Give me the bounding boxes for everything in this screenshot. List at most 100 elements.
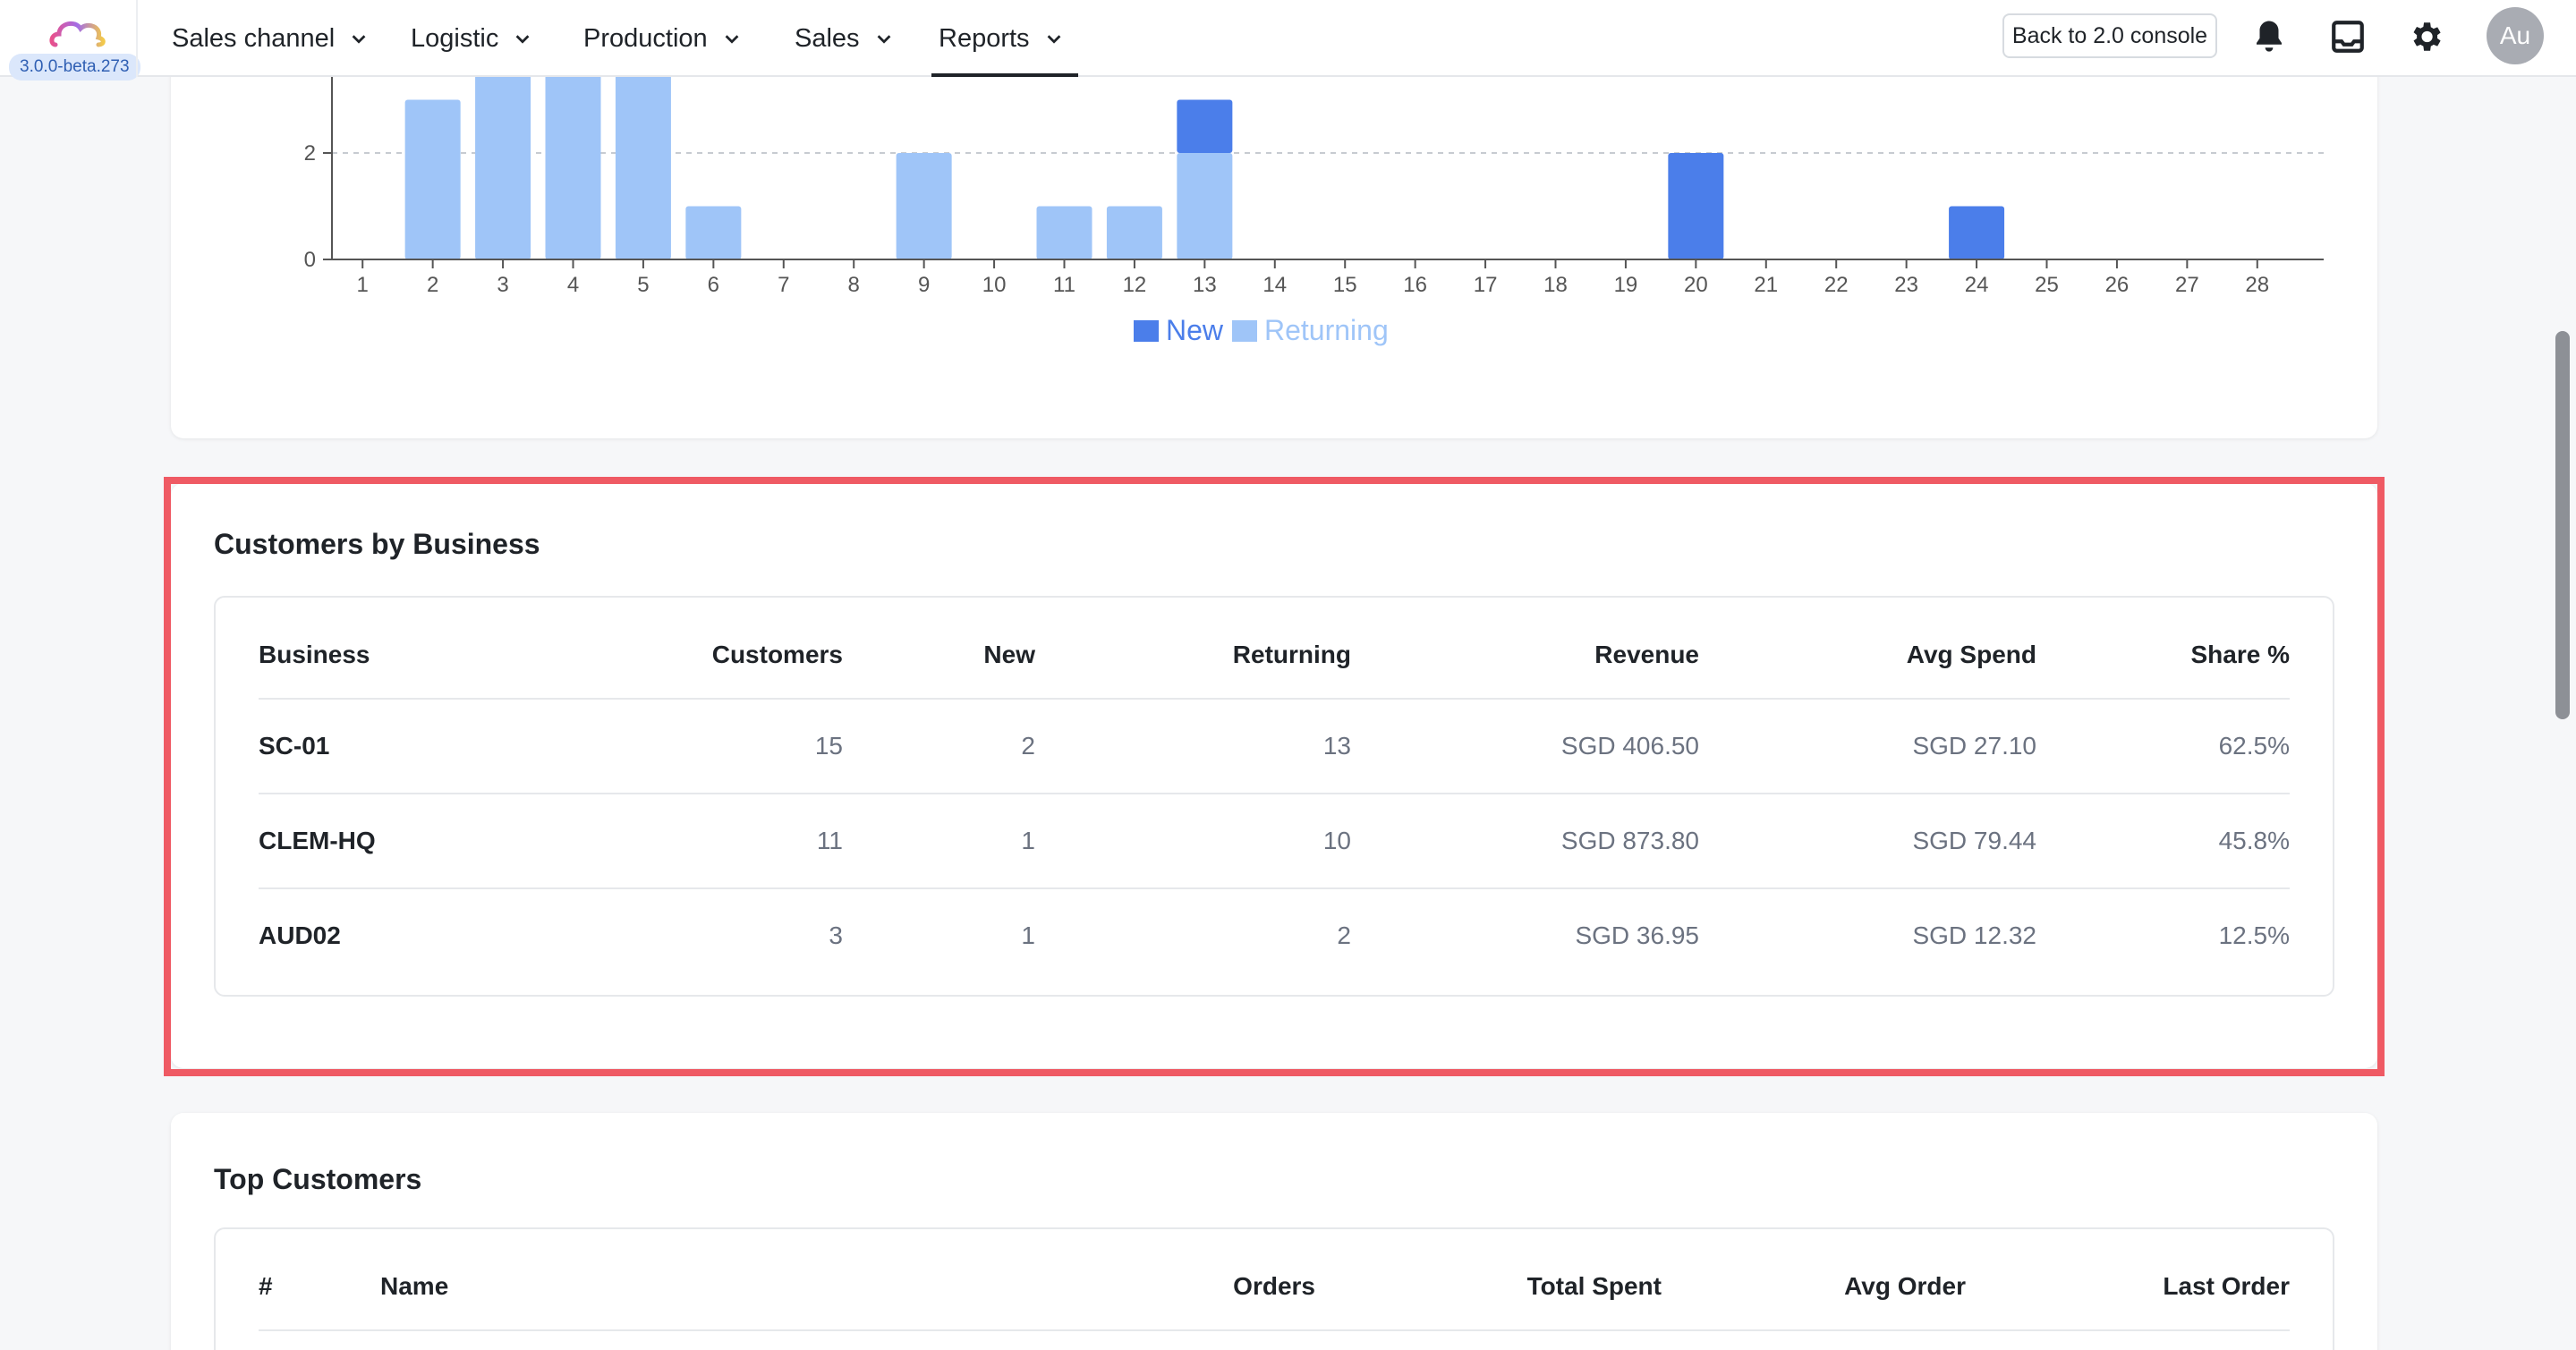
y-tick-label: 0 bbox=[304, 248, 316, 272]
table-cell: CLEM-HQ bbox=[259, 827, 376, 854]
table-cell: SGD 12.32 bbox=[1912, 921, 2036, 949]
col-header-total-spent: Total Spent bbox=[1526, 1272, 1662, 1300]
table-divider bbox=[259, 698, 2290, 700]
bar-returning bbox=[896, 153, 952, 259]
x-tick-label: 6 bbox=[708, 273, 719, 297]
table-cell: AUD02 bbox=[259, 921, 341, 949]
x-tick-label: 20 bbox=[1684, 273, 1708, 297]
table-cell: 13 bbox=[1322, 732, 1351, 760]
col-header-business: Business bbox=[259, 641, 370, 668]
chevron-down-icon bbox=[515, 35, 530, 44]
nav-sales-channel-label: Sales channel bbox=[172, 23, 336, 53]
bar-returning bbox=[545, 47, 601, 259]
table-divider bbox=[259, 1329, 2290, 1331]
bar-returning bbox=[1177, 153, 1233, 259]
back-to-console-button[interactable]: Back to 2.0 console bbox=[2002, 13, 2217, 58]
x-tick-label: 24 bbox=[1965, 273, 1989, 297]
col-header-avg-spend: Avg Spend bbox=[1906, 641, 2036, 668]
legend-swatch bbox=[1134, 320, 1159, 342]
col-header-avg-order: Avg Order bbox=[1844, 1272, 1966, 1300]
chevron-down-icon bbox=[352, 35, 366, 44]
nav-reports[interactable]: Reports bbox=[931, 0, 1078, 77]
nav-sales-channel[interactable]: Sales channel bbox=[172, 0, 369, 77]
x-tick-label: 23 bbox=[1894, 273, 1918, 297]
table-cell: 11 bbox=[816, 827, 843, 854]
gear-icon[interactable] bbox=[2407, 18, 2444, 55]
chevron-down-icon bbox=[725, 35, 739, 44]
y-tick-label: 2 bbox=[304, 141, 316, 166]
chevron-down-icon bbox=[1047, 35, 1060, 44]
scrollbar-thumb[interactable] bbox=[2555, 331, 2570, 719]
avatar[interactable]: Au bbox=[2487, 7, 2544, 64]
table-cell: 1 bbox=[1021, 921, 1035, 949]
table-cell: SC-01 bbox=[259, 732, 330, 760]
business-table: Business Customers New Returning Revenue… bbox=[214, 596, 2334, 997]
x-tick-label: 12 bbox=[1123, 273, 1147, 297]
x-tick-label: 10 bbox=[982, 273, 1007, 297]
x-tick-label: 4 bbox=[567, 273, 579, 297]
nav-production-label: Production bbox=[583, 23, 708, 53]
top-customers-table: # Name Orders Total Spent Avg Order Last… bbox=[214, 1227, 2334, 1350]
table-cell: 15 bbox=[814, 732, 843, 760]
legend-label: New bbox=[1166, 314, 1224, 346]
x-tick-label: 15 bbox=[1333, 273, 1357, 297]
table-cell: SGD 873.80 bbox=[1560, 827, 1699, 854]
top-navigation: 3.0.0-beta.273 Sales channel Logistic Pr… bbox=[0, 0, 2576, 81]
table-cell: 12.5% bbox=[2218, 921, 2290, 949]
nav-logistic-label: Logistic bbox=[411, 23, 499, 53]
x-tick-label: 1 bbox=[357, 273, 369, 297]
col-header-orders: Orders bbox=[1233, 1272, 1315, 1300]
chevron-down-icon bbox=[877, 35, 890, 44]
table-divider bbox=[259, 793, 2290, 794]
x-tick-label: 16 bbox=[1403, 273, 1427, 297]
top-customers-card: Top Customers # Name Orders Total Spent … bbox=[171, 1113, 2377, 1350]
x-tick-label: 3 bbox=[497, 273, 508, 297]
table-divider bbox=[259, 887, 2290, 889]
logo[interactable]: 3.0.0-beta.273 bbox=[5, 9, 147, 81]
bar-returning bbox=[685, 206, 742, 259]
x-tick-label: 18 bbox=[1543, 273, 1568, 297]
bar-returning bbox=[404, 99, 461, 259]
inbox-icon[interactable] bbox=[2329, 18, 2367, 55]
x-tick-label: 13 bbox=[1193, 273, 1217, 297]
x-tick-label: 21 bbox=[1754, 273, 1778, 297]
nav-divider bbox=[136, 0, 138, 77]
table-cell: SGD 79.44 bbox=[1912, 827, 2036, 854]
bar-new bbox=[1668, 153, 1724, 259]
table-cell: 2 bbox=[1021, 732, 1035, 760]
bar-returning bbox=[615, 47, 671, 259]
col-header-customers: Customers bbox=[711, 641, 843, 668]
table-cell: SGD 27.10 bbox=[1912, 732, 2036, 760]
x-tick-label: 7 bbox=[778, 273, 789, 297]
customers-by-business-card: Customers by Business Business Customers… bbox=[171, 483, 2377, 1068]
col-header-name: Name bbox=[380, 1272, 449, 1300]
nav-production[interactable]: Production bbox=[583, 0, 742, 77]
table-cell: SGD 406.50 bbox=[1560, 732, 1699, 760]
x-tick-label: 2 bbox=[427, 273, 438, 297]
x-tick-label: 11 bbox=[1053, 273, 1075, 297]
x-tick-label: 17 bbox=[1474, 273, 1498, 297]
section-title: Top Customers bbox=[214, 1163, 422, 1195]
col-header-rank: # bbox=[259, 1272, 273, 1300]
bar-returning bbox=[475, 47, 531, 259]
col-header-returning: Returning bbox=[1232, 641, 1351, 668]
legend-swatch bbox=[1232, 320, 1257, 342]
x-tick-label: 26 bbox=[2105, 273, 2130, 297]
x-tick-label: 25 bbox=[2035, 273, 2059, 297]
nav-sales[interactable]: Sales bbox=[795, 0, 894, 77]
section-title: Customers by Business bbox=[214, 528, 540, 560]
col-header-new: New bbox=[983, 641, 1035, 668]
col-header-revenue: Revenue bbox=[1594, 641, 1699, 668]
x-tick-label: 5 bbox=[637, 273, 649, 297]
nav-logistic[interactable]: Logistic bbox=[411, 0, 532, 77]
x-tick-label: 22 bbox=[1824, 273, 1849, 297]
col-header-share: Share % bbox=[2190, 641, 2291, 668]
bar-returning bbox=[1036, 206, 1092, 259]
legend-label: Returning bbox=[1264, 314, 1389, 346]
table-cell: 45.8% bbox=[2218, 827, 2290, 854]
table-cell: 3 bbox=[829, 921, 843, 949]
table-cell: 10 bbox=[1322, 827, 1351, 854]
cloud-logo-icon bbox=[49, 21, 106, 47]
x-tick-label: 19 bbox=[1614, 273, 1638, 297]
bell-icon[interactable] bbox=[2250, 18, 2288, 55]
